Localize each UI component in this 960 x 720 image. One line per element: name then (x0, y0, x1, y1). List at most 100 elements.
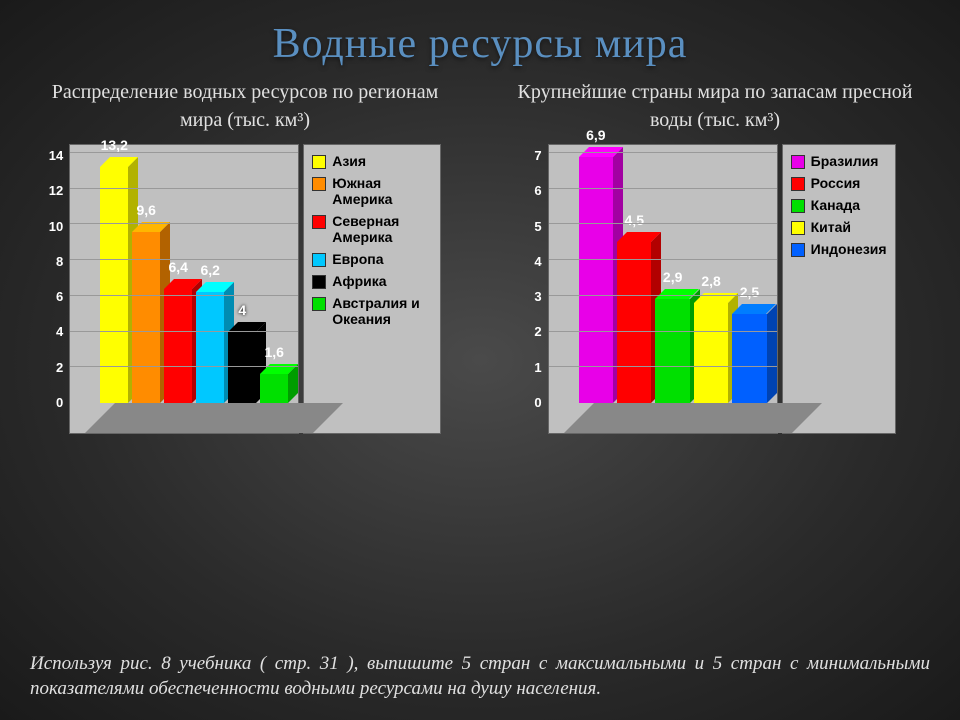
bar-face (694, 303, 728, 403)
bar-face (655, 299, 689, 403)
chart-right-floor (564, 403, 822, 433)
bar-value-label: 9,6 (132, 202, 160, 218)
bar-value-label: 13,2 (100, 137, 128, 153)
ytick-label: 1 (534, 360, 541, 375)
legend-swatch (791, 221, 805, 235)
legend-label: Индонезия (811, 241, 887, 257)
gridline (70, 331, 298, 332)
legend-swatch (312, 275, 326, 289)
ytick-label: 5 (534, 219, 541, 234)
gridline (549, 259, 777, 260)
legend-item: Китай (791, 219, 887, 235)
chart-right-yaxis: 7 6 5 4 3 2 1 0 (534, 144, 547, 434)
legend-label: Бразилия (811, 153, 879, 169)
gridline (549, 331, 777, 332)
legend-item: Азия (312, 153, 432, 169)
bar-face (100, 167, 128, 403)
ytick-label: 0 (534, 395, 541, 410)
ytick-label: 7 (534, 148, 541, 163)
ytick-label: 4 (534, 254, 541, 269)
gridline (549, 295, 777, 296)
ytick-label: 6 (534, 183, 541, 198)
legend-label: Россия (811, 175, 861, 191)
bar-side (767, 304, 777, 403)
ytick-label: 2 (534, 324, 541, 339)
legend-swatch (791, 155, 805, 169)
gridline (549, 223, 777, 224)
legend-item: Южная Америка (312, 175, 432, 207)
legend-swatch (312, 253, 326, 267)
footer-text: Используя рис. 8 учебника ( стр. 31 ), в… (30, 651, 930, 702)
legend-label: Китай (811, 219, 851, 235)
legend-swatch (312, 155, 326, 169)
chart-right-legend: Бразилия Россия Канада Китай Индонезия (782, 144, 896, 434)
chart-left-plot: 13,29,66,46,241,6 (69, 144, 299, 434)
bar-value-label: 2,5 (732, 284, 766, 300)
chart-left-yaxis: 14 12 10 8 6 4 2 0 (49, 144, 69, 434)
bar-value-label: 6,2 (196, 262, 224, 278)
chart-right-subtitle: Крупнейшие страны мира по запасам пресно… (490, 78, 940, 134)
ytick-label: 10 (49, 219, 63, 234)
chart-right-plot: 6,94,52,92,82,5 (548, 144, 778, 434)
chart-left-legend: Азия Южная Америка Северная Америка Европа А… (303, 144, 441, 434)
chart-right: Крупнейшие страны мира по запасам пресно… (490, 78, 940, 434)
bar-face (617, 242, 651, 403)
chart-left-floor (85, 403, 343, 433)
charts-container: Распределение водных ресурсов по региона… (0, 68, 960, 434)
ytick-label: 8 (56, 254, 63, 269)
bar-value-label: 1,6 (260, 344, 288, 360)
legend-swatch (312, 297, 326, 311)
legend-item: Бразилия (791, 153, 887, 169)
legend-item: Россия (791, 175, 887, 191)
legend-item: Европа (312, 251, 432, 267)
gridline (70, 259, 298, 260)
legend-swatch (312, 177, 326, 191)
gridline (70, 223, 298, 224)
bar-face (132, 232, 160, 403)
legend-label: Канада (811, 197, 860, 213)
legend-label: Азия (332, 153, 366, 169)
legend-swatch (791, 177, 805, 191)
gridline (70, 295, 298, 296)
ytick-label: 14 (49, 148, 63, 163)
legend-item: Северная Америка (312, 213, 432, 245)
chart-left-area: 14121086420 13,29,66,46,241,6 АзияЮжная … (49, 144, 441, 434)
legend-item: Африка (312, 273, 432, 289)
gridline (549, 366, 777, 367)
bar-value-label: 4,5 (617, 212, 651, 228)
legend-label: Южная Америка (332, 175, 432, 207)
ytick-label: 0 (56, 395, 63, 410)
bar-value-label: 4 (228, 302, 256, 318)
ytick-label: 6 (56, 289, 63, 304)
legend-swatch (312, 215, 326, 229)
legend-item: Австралия и Океания (312, 295, 432, 327)
bar-value-label: 6,4 (164, 259, 192, 275)
gridline (70, 366, 298, 367)
gridline (549, 152, 777, 153)
legend-label: Европа (332, 251, 383, 267)
legend-label: Северная Америка (332, 213, 432, 245)
ytick-label: 12 (49, 183, 63, 198)
ytick-label: 3 (534, 289, 541, 304)
bar-face (732, 314, 766, 403)
legend-item: Индонезия (791, 241, 887, 257)
page-title: Водные ресурсы мира (0, 0, 960, 68)
bar-face (196, 292, 224, 403)
legend-swatch (791, 199, 805, 213)
bar-face (164, 289, 192, 403)
ytick-label: 4 (56, 324, 63, 339)
gridline (70, 188, 298, 189)
bar-value-label: 2,9 (655, 269, 689, 285)
chart-left: Распределение водных ресурсов по региона… (20, 78, 470, 434)
ytick-label: 2 (56, 360, 63, 375)
legend-label: Африка (332, 273, 386, 289)
bar-value-label: 6,9 (579, 127, 613, 143)
legend-item: Канада (791, 197, 887, 213)
gridline (549, 188, 777, 189)
chart-left-subtitle: Распределение водных ресурсов по региона… (20, 78, 470, 134)
bar-value-label: 2,8 (694, 273, 728, 289)
legend-label: Австралия и Океания (332, 295, 432, 327)
chart-right-area: 76543210 6,94,52,92,82,5 БразилияРоссияК… (534, 144, 895, 434)
gridline (70, 152, 298, 153)
bar-face (260, 374, 288, 403)
